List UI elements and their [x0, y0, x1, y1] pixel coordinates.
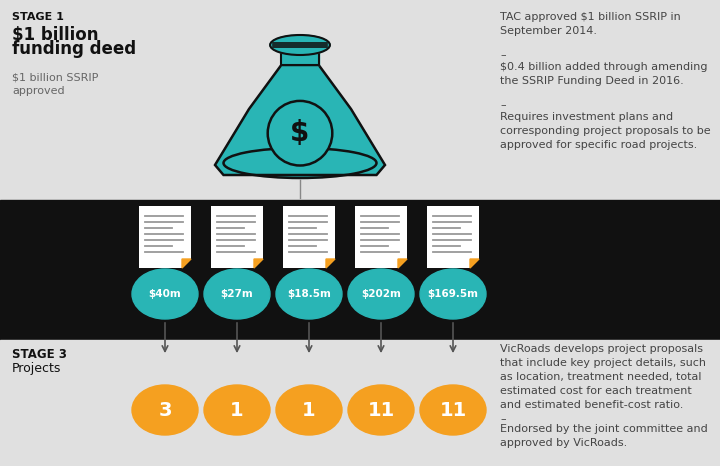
Circle shape: [268, 101, 333, 165]
Text: $202m: $202m: [361, 289, 401, 299]
Text: VicRoads develops project proposals
that include key project details, such
as lo: VicRoads develops project proposals that…: [500, 344, 706, 410]
Polygon shape: [254, 259, 263, 268]
Ellipse shape: [348, 269, 414, 319]
Polygon shape: [427, 206, 479, 268]
Text: funding deed: funding deed: [12, 40, 136, 58]
Bar: [0, 340, 720, 466]
Ellipse shape: [270, 35, 330, 55]
Text: STAGE 1: STAGE 1: [12, 12, 64, 22]
Bar: [282, 45, 319, 65]
Polygon shape: [470, 259, 479, 268]
Text: –: –: [500, 50, 505, 60]
Text: $1 billion: $1 billion: [12, 26, 99, 44]
Ellipse shape: [204, 269, 270, 319]
Text: Projects: Projects: [12, 362, 61, 375]
Bar: [282, 45, 319, 65]
Polygon shape: [139, 206, 191, 268]
Text: 1: 1: [302, 400, 316, 419]
Polygon shape: [355, 206, 407, 268]
Text: $27m: $27m: [220, 289, 253, 299]
Text: Requires investment plans and
corresponding project proposals to be
approved for: Requires investment plans and correspond…: [500, 112, 711, 150]
Text: STAGE 3: STAGE 3: [12, 348, 67, 361]
Text: $0.4 billion added through amending
the SSRIP Funding Deed in 2016.: $0.4 billion added through amending the …: [500, 62, 708, 86]
Text: Endorsed by the joint committee and
approved by VicRoads.: Endorsed by the joint committee and appr…: [500, 424, 708, 448]
Text: 11: 11: [367, 400, 395, 419]
Text: $18.5m: $18.5m: [287, 289, 331, 299]
Text: $1 billion SSRIP
approved: $1 billion SSRIP approved: [12, 72, 99, 96]
Ellipse shape: [204, 385, 270, 435]
Ellipse shape: [420, 269, 486, 319]
Ellipse shape: [223, 148, 377, 178]
Text: 1: 1: [230, 400, 244, 419]
Text: 11: 11: [439, 400, 467, 419]
Polygon shape: [283, 206, 335, 268]
Bar: [0, 200, 720, 340]
Ellipse shape: [132, 269, 198, 319]
Text: –: –: [500, 100, 505, 110]
Text: 3: 3: [158, 400, 172, 419]
Text: –: –: [500, 414, 505, 424]
Ellipse shape: [420, 385, 486, 435]
Polygon shape: [398, 259, 407, 268]
Text: $: $: [290, 119, 310, 147]
Polygon shape: [211, 206, 263, 268]
Ellipse shape: [132, 385, 198, 435]
Polygon shape: [326, 259, 335, 268]
Polygon shape: [182, 259, 191, 268]
Ellipse shape: [276, 385, 342, 435]
Ellipse shape: [348, 385, 414, 435]
Text: $40m: $40m: [148, 289, 181, 299]
Bar: [0, 0, 720, 200]
Polygon shape: [215, 65, 385, 175]
Text: TAC approved $1 billion SSRIP in
September 2014.: TAC approved $1 billion SSRIP in Septemb…: [500, 12, 680, 36]
Ellipse shape: [276, 269, 342, 319]
Text: $169.5m: $169.5m: [428, 289, 479, 299]
